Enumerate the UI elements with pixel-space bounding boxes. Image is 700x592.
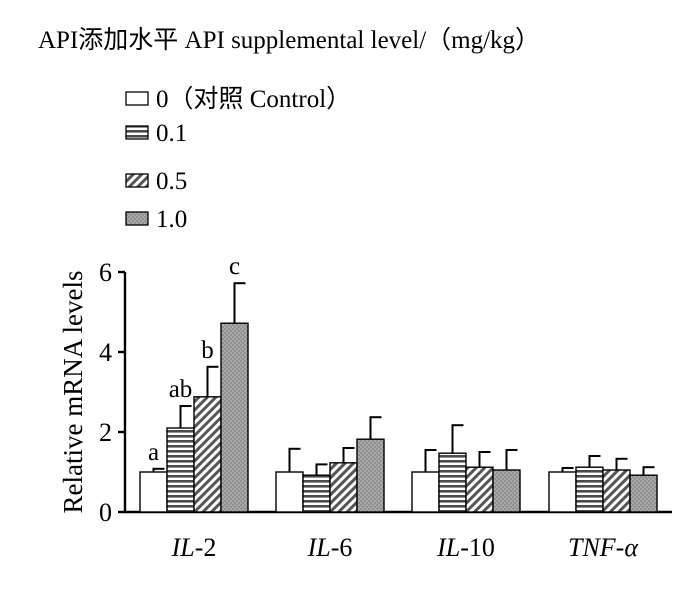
legend-swatch <box>125 173 149 188</box>
x-tick-label: IL-10 <box>436 533 495 562</box>
x-tick-label: IL-2 <box>171 533 217 562</box>
bar <box>356 438 385 513</box>
legend-label: 0.5 <box>156 168 187 195</box>
bar <box>492 469 521 513</box>
legend-swatch <box>125 125 149 140</box>
y-tick-label: 4 <box>99 338 112 367</box>
bar <box>220 322 249 513</box>
bar <box>548 471 577 513</box>
y-tick-label: 2 <box>99 418 112 447</box>
y-ticks: 0 2 4 6 <box>99 258 125 527</box>
significance-letter: c <box>229 253 240 280</box>
y-tick-label: 0 <box>99 498 112 527</box>
legend-label: 0（对照 Control） <box>156 85 351 113</box>
legend-swatch <box>125 91 149 106</box>
bar <box>575 466 604 513</box>
bar <box>629 474 658 513</box>
x-axis: IL-2 IL-6 IL-10 TNF-α <box>124 510 672 562</box>
x-tick-labels: IL-2 IL-6 IL-10 TNF-α <box>171 533 640 562</box>
legend-swatch <box>125 211 149 226</box>
bar <box>329 462 358 513</box>
x-tick-label: IL-6 <box>307 533 353 562</box>
bar <box>275 471 304 513</box>
significance-letter: ab <box>169 376 193 403</box>
bar <box>193 396 222 513</box>
bars <box>139 282 658 513</box>
bar <box>302 474 331 513</box>
legend-label: 0.1 <box>156 120 187 147</box>
legend: API添加水平 API supplemental level/（mg/kg） 0… <box>38 26 540 233</box>
bar <box>438 452 467 513</box>
legend-label: 1.0 <box>156 206 187 233</box>
bar <box>166 427 195 513</box>
bar <box>602 469 631 513</box>
bar <box>139 471 168 513</box>
significance-letters: a abb c <box>148 253 240 466</box>
legend-title: API添加水平 API supplemental level/（mg/kg） <box>38 26 540 54</box>
bar <box>465 466 494 513</box>
significance-letter: b <box>201 337 214 364</box>
y-tick-label: 6 <box>99 258 112 287</box>
significance-letter: a <box>148 439 159 466</box>
x-tick-label: TNF-α <box>568 533 639 562</box>
y-axis: Relative mRNA levels 0 2 4 6 <box>58 258 127 527</box>
y-axis-label: Relative mRNA levels <box>58 271 88 514</box>
bar <box>411 471 440 513</box>
legend-items: 0（对照 Control） 0.1 0.5 1.0 <box>125 85 351 233</box>
